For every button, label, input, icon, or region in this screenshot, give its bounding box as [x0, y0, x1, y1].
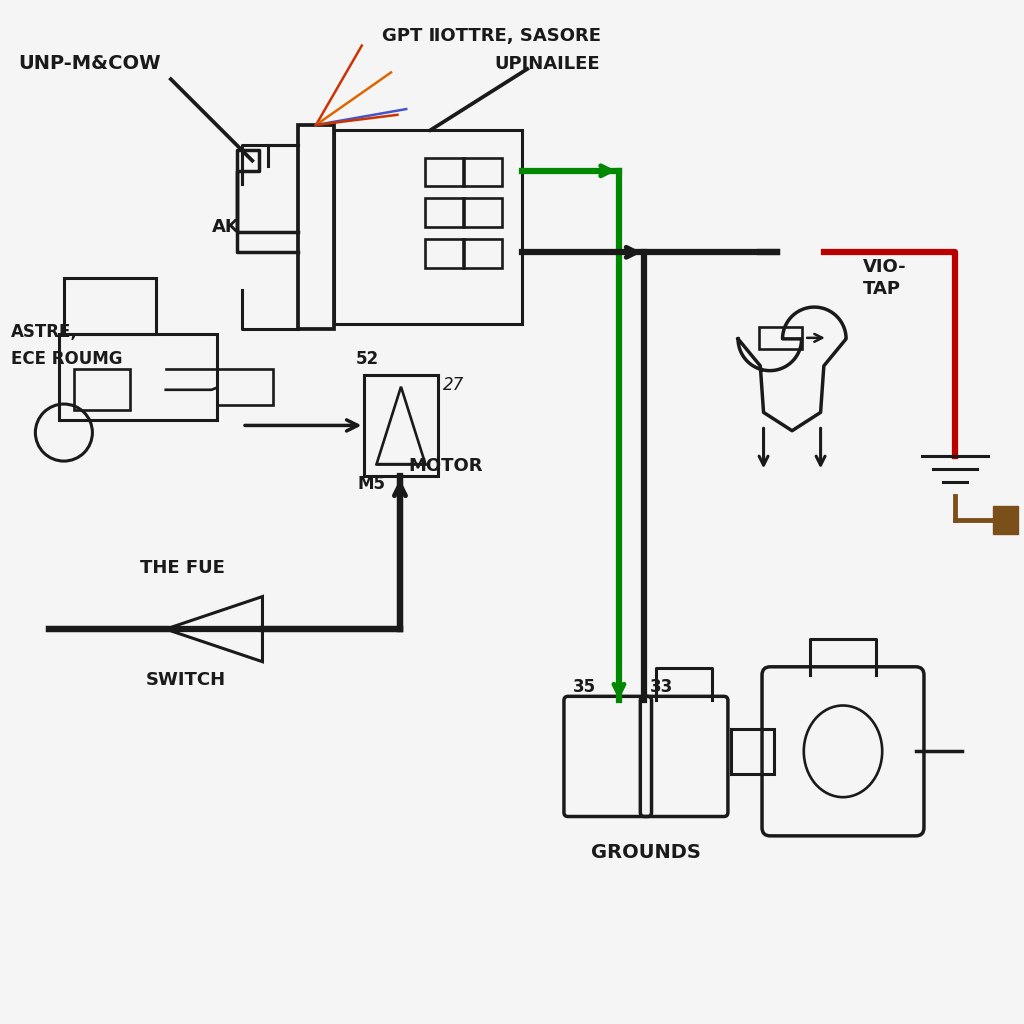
Text: 33: 33	[649, 678, 673, 696]
Bar	[425, 239, 464, 267]
Text: SWITCH: SWITCH	[145, 671, 225, 689]
Bar	[463, 199, 502, 227]
Bar	[731, 729, 774, 774]
Text: GROUNDS: GROUNDS	[591, 844, 700, 862]
Text: THE FUE: THE FUE	[140, 559, 225, 578]
Bar	[58, 334, 217, 420]
Bar	[298, 125, 334, 329]
Text: MOTOR: MOTOR	[409, 458, 482, 475]
Bar	[365, 375, 437, 476]
Text: GPT ⅡOTTRE, SASORE: GPT ⅡOTTRE, SASORE	[382, 28, 601, 45]
Bar	[425, 199, 464, 227]
Text: M5: M5	[357, 474, 385, 493]
Text: 27: 27	[442, 376, 464, 394]
Bar	[463, 158, 502, 186]
Text: VIO-
TAP: VIO- TAP	[863, 258, 907, 298]
Text: 52: 52	[356, 350, 379, 369]
Bar	[74, 370, 130, 411]
Bar	[63, 278, 156, 334]
Text: UNP-M&COW: UNP-M&COW	[18, 54, 161, 73]
Bar	[760, 327, 802, 349]
Bar	[463, 239, 502, 267]
Bar	[425, 158, 464, 186]
Text: AK: AK	[212, 218, 240, 236]
Bar	[217, 370, 272, 406]
Text: ECE ROUMG: ECE ROUMG	[11, 350, 123, 369]
Text: 35: 35	[573, 678, 596, 696]
Text: ASTRE,: ASTRE,	[11, 323, 78, 341]
Bar	[992, 506, 1018, 535]
Text: UPINAILEE: UPINAILEE	[495, 55, 600, 73]
